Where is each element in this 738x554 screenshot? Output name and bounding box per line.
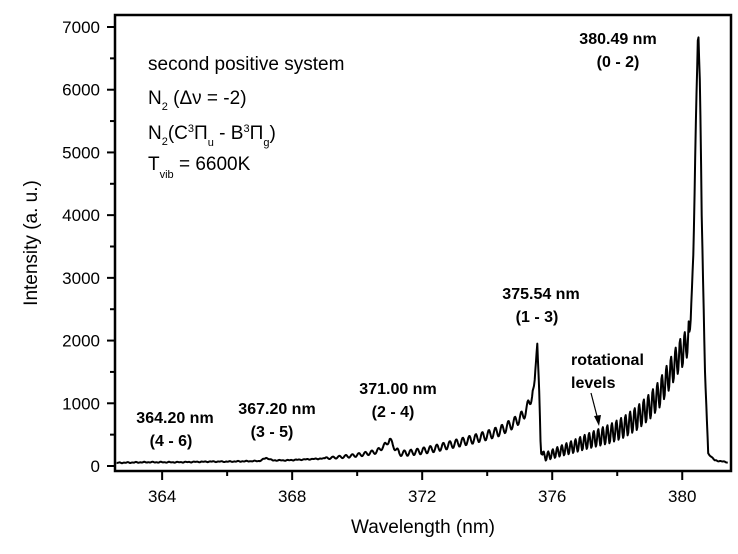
y-tick-label: 5000 — [62, 143, 100, 162]
peak-annotation-367: 367.20 nm (3 - 5) — [238, 401, 315, 441]
x-axis-title: Wavelength (nm) — [351, 517, 495, 538]
y-tick-label: 4000 — [62, 206, 100, 225]
info-line-delta-v: N2 (Δν = -2) — [148, 88, 247, 113]
peak-label-transition: (2 - 4) — [372, 404, 415, 421]
rotational-label-line1: rotational — [571, 352, 644, 369]
x-tick-label: 364 — [148, 487, 176, 506]
peak-annotation-380: 380.49 nm (0 - 2) — [579, 31, 656, 71]
arrow-head-icon — [594, 415, 601, 426]
y-tick-label: 1000 — [62, 394, 100, 413]
y-axis-ticks: 0 1000 2000 3000 4000 5000 6000 7000 — [62, 18, 115, 476]
arrow-line — [590, 392, 599, 421]
info-line-system: second positive system — [148, 54, 344, 75]
peak-label-wavelength: 375.54 nm — [502, 286, 579, 303]
y-tick-label: 6000 — [62, 81, 100, 100]
info-line-tvib: Tvib = 6600K — [148, 154, 251, 181]
y-tick-label: 3000 — [62, 269, 100, 288]
spectrum-line — [116, 36, 729, 465]
peak-annotation-375: 375.54 nm (1 - 3) — [502, 286, 579, 326]
peak-label-wavelength: 371.00 nm — [359, 381, 436, 398]
x-tick-label: 372 — [408, 487, 436, 506]
x-tick-label: 380 — [668, 487, 696, 506]
peak-label-wavelength: 380.49 nm — [579, 31, 656, 48]
peak-label-transition: (0 - 2) — [597, 54, 640, 71]
plot-frame — [113, 13, 733, 473]
peak-label-transition: (4 - 6) — [150, 433, 193, 450]
x-axis-ticks: 364 368 372 376 380 — [148, 471, 696, 506]
peak-label-wavelength: 364.20 nm — [136, 410, 213, 427]
x-tick-label: 376 — [538, 487, 566, 506]
y-tick-label: 0 — [91, 457, 100, 476]
peak-annotation-364: 364.20 nm (4 - 6) — [136, 410, 213, 450]
peak-label-wavelength: 367.20 nm — [238, 401, 315, 418]
rotational-label-line2: levels — [571, 375, 616, 392]
info-block: second positive system N2 (Δν = -2) N2(C… — [148, 54, 344, 181]
peak-label-transition: (1 - 3) — [516, 309, 559, 326]
peak-label-transition: (3 - 5) — [251, 424, 294, 441]
peak-annotation-371: 371.00 nm (2 - 4) — [359, 381, 436, 421]
rotational-levels-annotation: rotational levels — [571, 352, 644, 426]
y-tick-label: 7000 — [62, 18, 100, 37]
y-tick-label: 2000 — [62, 332, 100, 351]
info-line-transition: N2(C3Πu - B3Πg) — [148, 123, 276, 149]
x-tick-label: 368 — [278, 487, 306, 506]
y-axis-title: Intensity (a. u.) — [21, 180, 42, 306]
